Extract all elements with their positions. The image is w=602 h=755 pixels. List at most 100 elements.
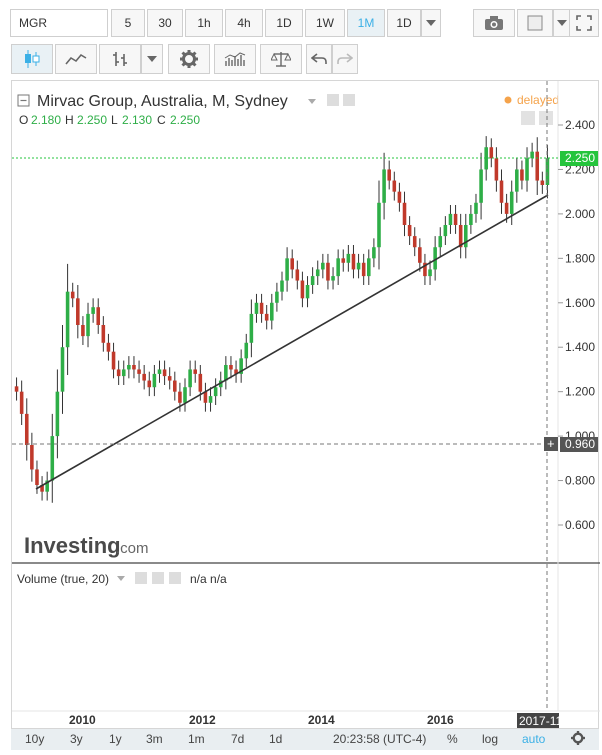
chart-toolbar <box>8 44 600 76</box>
title-dropdown-icon[interactable] <box>308 99 316 104</box>
candle-body <box>24 413 29 445</box>
gear-icon <box>571 731 585 745</box>
axis-settings-button[interactable] <box>571 731 585 748</box>
indicators-icon <box>224 52 246 66</box>
range-3y[interactable]: 3y <box>70 732 83 746</box>
snapshot-button[interactable] <box>473 9 515 37</box>
timeframe-1d[interactable]: 1D <box>265 9 303 37</box>
candle-body <box>412 236 417 248</box>
color-picker-button[interactable] <box>517 9 553 37</box>
candle-body <box>167 376 172 381</box>
candle-body <box>463 225 468 248</box>
range-7d[interactable]: 7d <box>231 732 245 746</box>
candle-body <box>361 262 366 277</box>
timeframe-4h[interactable]: 4h <box>225 9 263 37</box>
chart-area[interactable]: Mirvac Group, Australia, M, Sydney delay… <box>11 80 600 731</box>
candle-body <box>290 258 294 270</box>
time-tick-label: 2014 <box>308 713 335 727</box>
candle-body <box>30 445 34 470</box>
price-tick-label: 2.000 <box>565 207 595 221</box>
range-1d[interactable]: 1d <box>269 732 283 746</box>
last-price-label <box>560 151 598 166</box>
line-style-button[interactable] <box>55 44 97 74</box>
candle-body <box>40 485 44 492</box>
gear-icon <box>180 50 198 68</box>
range-3m[interactable]: 3m <box>146 732 163 746</box>
candle-body <box>392 180 397 192</box>
info-icon[interactable] <box>521 111 535 125</box>
compare-button[interactable] <box>260 44 302 74</box>
candle-body <box>101 325 106 343</box>
timeframe-30[interactable]: 30 <box>147 9 183 37</box>
candle-body <box>229 365 233 370</box>
timeframe-1m[interactable]: 1M <box>347 9 385 37</box>
price-tick-label: 0.600 <box>565 518 595 532</box>
candle-body <box>213 387 218 397</box>
candle-body <box>448 213 453 225</box>
timeframe-5[interactable]: 5 <box>111 9 145 37</box>
undo-button[interactable] <box>306 44 332 74</box>
symbol-input[interactable]: MGR <box>10 9 108 37</box>
timeframe-dropdown[interactable] <box>421 9 441 37</box>
range-10y[interactable]: 10y <box>25 732 45 746</box>
candle-body <box>423 262 427 277</box>
candle-body <box>162 369 167 377</box>
candle-body <box>428 269 432 277</box>
time-tick-label: 2012 <box>189 713 216 727</box>
volume-visibility-icon[interactable] <box>135 572 147 584</box>
open-label: O <box>19 113 28 127</box>
candle-body <box>121 369 126 377</box>
bar-style-button[interactable] <box>99 44 141 74</box>
indicators-button[interactable] <box>214 44 256 74</box>
pin-icon[interactable] <box>539 111 553 125</box>
settings-button[interactable] <box>168 44 210 74</box>
candle-body <box>418 247 422 263</box>
candlestick-style-button[interactable] <box>11 44 53 74</box>
volume-close-icon[interactable] <box>169 572 181 584</box>
time-axis[interactable]: 2010 2012 2014 2016 <box>69 713 454 727</box>
candle-body <box>356 262 361 270</box>
timeframe-1w[interactable]: 1W <box>305 9 345 37</box>
range-1y[interactable]: 1y <box>109 732 122 746</box>
candle-body <box>494 158 499 181</box>
trend-line[interactable] <box>35 194 549 490</box>
crosshair-add-button[interactable] <box>544 437 558 451</box>
volume-settings-icon[interactable] <box>152 572 164 584</box>
price-tick-label: 0.800 <box>565 474 595 488</box>
price-chart[interactable]: Mirvac Group, Australia, M, Sydney delay… <box>12 81 600 731</box>
range-1m[interactable]: 1m <box>188 732 205 746</box>
fullscreen-button[interactable] <box>569 9 599 37</box>
candle-body <box>336 258 340 277</box>
chevron-down-icon <box>426 20 436 26</box>
candle-body <box>402 202 407 225</box>
timeframe-1h[interactable]: 1h <box>185 9 223 37</box>
candle-body <box>509 191 514 214</box>
last-price-value: 2.250 <box>565 151 595 165</box>
candle-body <box>351 253 356 270</box>
price-axis[interactable]: 2.4002.2002.0001.8001.6001.4001.2001.000… <box>558 118 595 532</box>
candle-body <box>254 302 259 314</box>
open-value: 2.180 <box>31 113 61 127</box>
percent-toggle[interactable]: % <box>447 732 458 746</box>
legend-settings-icon[interactable] <box>343 94 355 106</box>
watermark-suffix: .com <box>116 540 149 557</box>
volume-dropdown-icon[interactable] <box>117 576 125 581</box>
candle-body <box>453 213 458 225</box>
candle-body <box>14 386 19 392</box>
candle-body <box>321 262 325 270</box>
candle-body <box>407 225 412 237</box>
volume-title: Volume (true, 20) <box>17 572 109 586</box>
redo-button[interactable] <box>332 44 358 74</box>
close-value: 2.250 <box>170 113 200 127</box>
visibility-icon[interactable] <box>327 94 339 106</box>
candle-body <box>137 369 141 374</box>
candle-body <box>535 151 540 181</box>
price-tick-label: 2.400 <box>565 118 595 132</box>
auto-toggle[interactable]: auto <box>522 732 546 746</box>
timeframe-1d-custom[interactable]: 1D <box>387 9 421 37</box>
candle-body <box>469 213 473 225</box>
candle-body <box>295 269 300 281</box>
crosshair-date-value: 2017-11 <box>519 714 562 728</box>
chart-style-dropdown[interactable] <box>141 44 163 74</box>
log-toggle[interactable]: log <box>482 732 499 746</box>
